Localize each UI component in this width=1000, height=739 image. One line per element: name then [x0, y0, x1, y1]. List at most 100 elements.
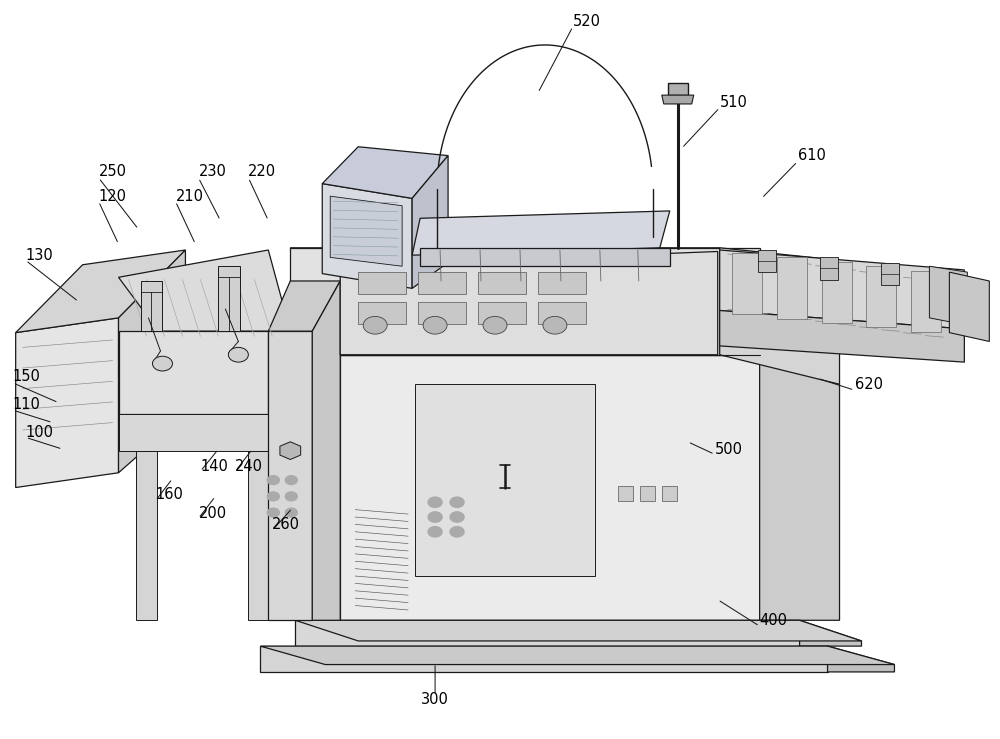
Polygon shape	[668, 84, 688, 95]
Polygon shape	[618, 486, 633, 501]
Text: 400: 400	[760, 613, 788, 628]
Polygon shape	[260, 646, 894, 664]
Polygon shape	[248, 451, 270, 620]
Polygon shape	[136, 451, 157, 620]
Polygon shape	[949, 272, 989, 341]
Polygon shape	[822, 262, 852, 323]
Polygon shape	[538, 272, 586, 294]
Polygon shape	[720, 250, 964, 329]
Polygon shape	[358, 272, 406, 294]
Polygon shape	[466, 322, 506, 341]
Polygon shape	[820, 257, 838, 279]
Polygon shape	[119, 414, 268, 451]
Polygon shape	[758, 250, 776, 272]
Polygon shape	[16, 318, 119, 488]
Polygon shape	[370, 322, 410, 341]
Polygon shape	[562, 273, 602, 293]
Text: 510: 510	[720, 95, 748, 110]
Polygon shape	[415, 384, 595, 576]
Polygon shape	[662, 95, 694, 104]
Polygon shape	[280, 442, 301, 460]
Circle shape	[483, 316, 507, 334]
Polygon shape	[119, 250, 185, 473]
Text: 300: 300	[421, 692, 449, 707]
Polygon shape	[430, 344, 468, 351]
Circle shape	[543, 316, 567, 334]
Polygon shape	[760, 355, 840, 620]
Polygon shape	[662, 486, 677, 501]
Polygon shape	[370, 298, 410, 317]
Text: 240: 240	[235, 460, 263, 474]
Polygon shape	[478, 272, 526, 294]
Polygon shape	[295, 620, 861, 641]
Polygon shape	[538, 302, 586, 324]
Polygon shape	[218, 266, 240, 331]
Circle shape	[363, 316, 387, 334]
Text: 120: 120	[99, 188, 127, 204]
Polygon shape	[640, 486, 655, 501]
Polygon shape	[340, 355, 760, 620]
Polygon shape	[420, 248, 670, 266]
Circle shape	[228, 347, 248, 362]
Polygon shape	[562, 322, 602, 341]
Polygon shape	[322, 147, 448, 198]
Circle shape	[152, 356, 172, 371]
Circle shape	[285, 508, 297, 517]
Circle shape	[423, 316, 447, 334]
Polygon shape	[375, 344, 413, 351]
Polygon shape	[141, 281, 162, 331]
Polygon shape	[466, 298, 506, 317]
Circle shape	[450, 527, 464, 537]
Polygon shape	[16, 250, 185, 333]
Polygon shape	[418, 298, 458, 317]
Circle shape	[267, 508, 279, 517]
Polygon shape	[412, 156, 448, 288]
Polygon shape	[418, 273, 458, 293]
Polygon shape	[562, 298, 602, 317]
Text: 160: 160	[155, 488, 183, 503]
Polygon shape	[466, 273, 506, 293]
Polygon shape	[312, 281, 340, 620]
Polygon shape	[119, 250, 290, 331]
Polygon shape	[290, 248, 760, 355]
Circle shape	[428, 497, 442, 508]
Polygon shape	[720, 310, 964, 362]
Text: 610: 610	[798, 148, 825, 163]
Text: 260: 260	[272, 517, 300, 532]
Circle shape	[428, 527, 442, 537]
Circle shape	[450, 512, 464, 522]
Text: 110: 110	[13, 398, 41, 412]
Polygon shape	[358, 302, 406, 324]
Text: 250: 250	[99, 164, 127, 180]
Circle shape	[267, 492, 279, 501]
Polygon shape	[290, 248, 760, 355]
Polygon shape	[514, 273, 554, 293]
Polygon shape	[800, 620, 861, 646]
Polygon shape	[514, 322, 554, 341]
Polygon shape	[881, 263, 899, 285]
Polygon shape	[260, 646, 828, 672]
Polygon shape	[514, 298, 554, 317]
Circle shape	[267, 476, 279, 485]
Polygon shape	[418, 302, 466, 324]
Text: 200: 200	[198, 505, 227, 521]
Polygon shape	[412, 211, 670, 255]
Polygon shape	[732, 253, 762, 314]
Circle shape	[450, 497, 464, 508]
Polygon shape	[485, 344, 523, 351]
Text: 520: 520	[573, 14, 601, 29]
Polygon shape	[929, 266, 967, 325]
Circle shape	[285, 476, 297, 485]
Text: 230: 230	[198, 164, 226, 180]
Polygon shape	[330, 196, 402, 266]
Polygon shape	[418, 272, 466, 294]
Polygon shape	[866, 266, 896, 327]
Polygon shape	[268, 281, 340, 331]
Polygon shape	[340, 251, 718, 355]
Polygon shape	[370, 273, 410, 293]
Polygon shape	[478, 302, 526, 324]
Text: 100: 100	[26, 425, 54, 440]
Text: 500: 500	[715, 442, 743, 457]
Polygon shape	[268, 331, 312, 620]
Polygon shape	[828, 646, 894, 672]
